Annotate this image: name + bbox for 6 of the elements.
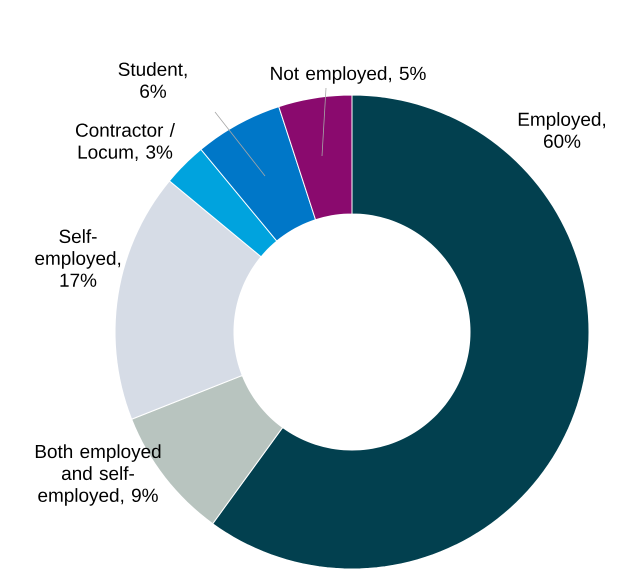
slice-label: Not employed, 5% bbox=[271, 66, 426, 84]
slice-label: Self-employed, 17% bbox=[35, 229, 120, 287]
slice-label: Contractor / Locum, 3% bbox=[76, 122, 175, 162]
slice-label: Both employed and self-employed, 9% bbox=[36, 444, 160, 506]
slice-label: Student, 6% bbox=[118, 62, 187, 98]
slice-label: Employed, 60% bbox=[518, 112, 606, 148]
